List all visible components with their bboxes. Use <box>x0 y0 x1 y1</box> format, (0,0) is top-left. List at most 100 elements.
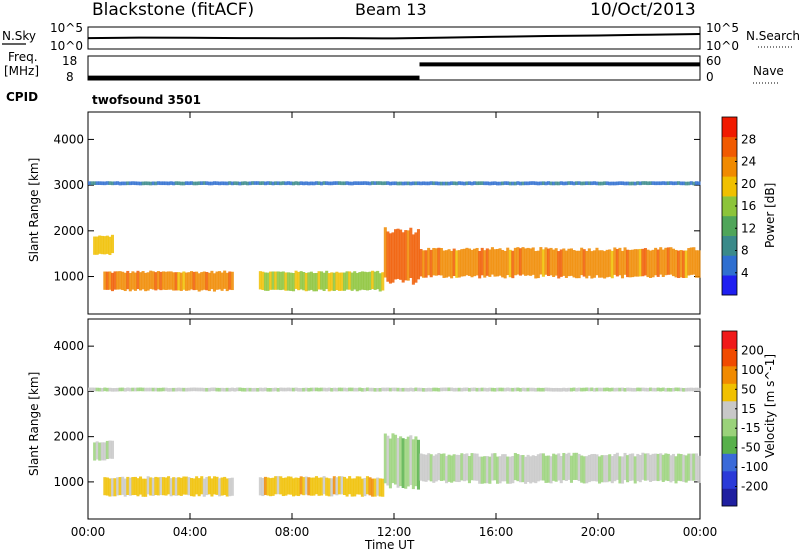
heatmap-cell <box>307 272 311 291</box>
heatmap-cell <box>205 387 209 392</box>
heatmap-cell <box>302 387 306 392</box>
heatmap-cell <box>649 387 653 392</box>
heatmap-cell <box>146 181 150 186</box>
heatmap-cell <box>473 453 477 481</box>
heatmap-cell <box>108 236 112 256</box>
heatmap-cell <box>549 247 553 276</box>
heatmap-cell <box>414 436 418 487</box>
heatmap-cell <box>360 181 364 185</box>
heatmap-cell <box>98 235 102 254</box>
heatmap-cell <box>343 387 347 392</box>
heatmap-cell <box>343 181 347 186</box>
heatmap-cell <box>210 478 214 497</box>
heatmap-cell <box>281 181 285 185</box>
heatmap-cell <box>694 387 698 392</box>
colorbar-swatch <box>722 275 737 296</box>
heatmap-cell <box>470 181 474 186</box>
heatmap-cell <box>554 454 558 482</box>
heatmap-cell <box>541 181 545 186</box>
heatmap-cell <box>269 271 273 290</box>
heatmap-cell <box>439 181 443 186</box>
heatmap-cell <box>404 387 408 392</box>
heatmap-cell <box>212 273 216 292</box>
heatmap-cell <box>141 181 145 186</box>
time-tick-label: 16:00 <box>479 525 514 539</box>
heatmap-cell <box>144 387 148 392</box>
heatmap-cell <box>478 250 482 279</box>
heatmap-cell <box>190 387 194 392</box>
heatmap-cell <box>353 181 357 185</box>
heatmap-cell <box>442 181 446 186</box>
heatmap-cell <box>490 181 494 186</box>
heatmap-cell <box>623 452 627 481</box>
heatmap-cell <box>651 181 655 185</box>
heatmap-cell <box>276 476 280 495</box>
heatmap-cell <box>220 272 224 291</box>
heatmap-cell <box>159 181 163 186</box>
heatmap-cell <box>93 236 97 255</box>
heatmap-cell <box>241 181 245 186</box>
heatmap-cell <box>322 272 326 292</box>
heatmap-cell <box>263 272 267 291</box>
heatmap-cell <box>205 476 209 496</box>
heatmap-cell <box>562 452 566 481</box>
heatmap-cell <box>292 387 296 392</box>
heatmap-cell <box>141 478 145 497</box>
heatmap-cell <box>445 456 449 484</box>
power-colorbar <box>721 116 738 296</box>
heatmap-cell <box>365 476 369 495</box>
heatmap-cell <box>419 387 423 392</box>
velocity-ylabel: Slant Range [km] <box>27 372 41 476</box>
heatmap-cell <box>424 250 428 278</box>
heatmap-cell <box>687 248 691 276</box>
heatmap-cell <box>207 181 211 186</box>
heatmap-cell <box>187 181 191 186</box>
heatmap-cell <box>266 181 270 185</box>
heatmap-cell <box>118 477 122 496</box>
heatmap-cell <box>531 181 535 185</box>
heatmap-cell <box>271 387 275 392</box>
heatmap-cell <box>488 456 492 484</box>
colorbar-tick-label: 100 <box>741 363 764 377</box>
heatmap-cell <box>620 387 624 392</box>
heatmap-cell <box>615 387 619 392</box>
heatmap-cell <box>485 387 489 392</box>
heatmap-cell <box>289 181 293 186</box>
heatmap-cell <box>289 272 293 291</box>
nsky-label: N.Sky <box>2 29 36 43</box>
heatmap-cell <box>128 477 132 496</box>
heatmap-cell <box>396 181 400 186</box>
heatmap-cell <box>192 478 196 497</box>
heatmap-cell <box>409 387 413 392</box>
heatmap-cell <box>569 387 573 392</box>
heatmap-cell <box>592 388 596 392</box>
heatmap-cell <box>552 453 556 481</box>
heatmap-cell <box>641 387 645 392</box>
heatmap-cell <box>373 271 377 290</box>
range-tick-label: 1000 <box>53 475 84 489</box>
heatmap-cell <box>501 454 505 482</box>
heatmap-cell <box>284 387 288 392</box>
heatmap-cell <box>172 477 176 496</box>
heatmap-cell <box>595 181 599 186</box>
heatmap-cell <box>572 250 576 278</box>
heatmap-cell <box>455 181 459 186</box>
heatmap-cell <box>103 181 107 186</box>
heatmap-cell <box>299 476 303 495</box>
heatmap-cell <box>610 181 614 186</box>
heatmap-cell <box>159 387 163 392</box>
heatmap-cell <box>580 455 584 483</box>
heatmap-cell <box>294 387 298 392</box>
heatmap-cell <box>452 454 456 482</box>
colorbar-swatch <box>722 156 737 177</box>
heatmap-cell <box>297 477 301 497</box>
heatmap-cell <box>123 478 127 497</box>
heatmap-cell <box>638 181 642 186</box>
heatmap-cell <box>383 181 387 186</box>
heatmap-cell <box>348 181 352 186</box>
heatmap-cell <box>646 249 650 278</box>
heatmap-cell <box>360 271 364 290</box>
heatmap-cell <box>516 181 520 185</box>
heatmap-cell <box>416 181 420 186</box>
cpid-label: CPID <box>6 90 38 104</box>
